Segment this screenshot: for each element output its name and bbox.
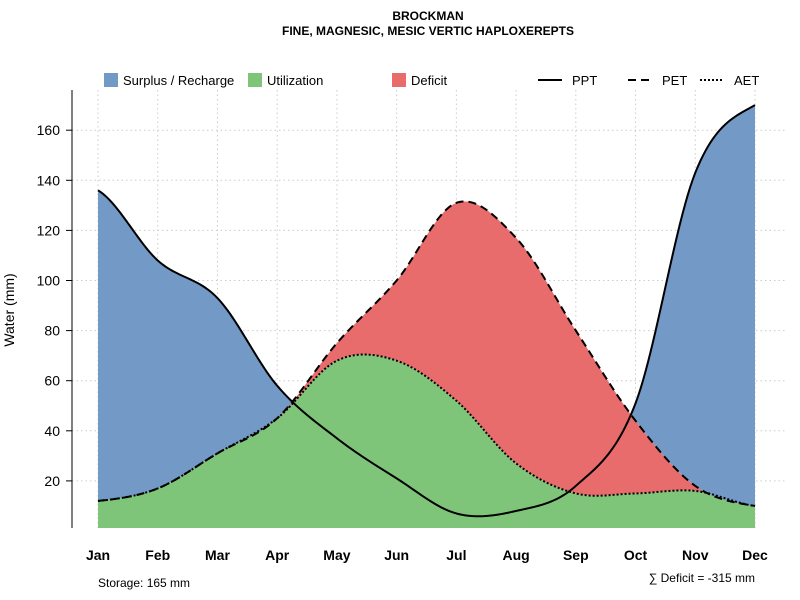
legend-label: Surplus / Recharge xyxy=(123,73,234,88)
y-tick-label: 20 xyxy=(44,473,60,489)
legend: Surplus / Recharge Utilization Deficit PPT P… xyxy=(104,73,759,88)
y-tick-label: 120 xyxy=(37,222,61,238)
x-tick-label: Nov xyxy=(682,547,709,563)
line-aet xyxy=(97,353,756,507)
y-axis-label: Water (mm) xyxy=(1,273,17,346)
y-tick-label: 40 xyxy=(44,423,60,439)
x-tick-label: Dec xyxy=(742,547,768,563)
y-tick-label: 100 xyxy=(37,273,61,289)
line-ppt xyxy=(97,104,756,518)
x-tick-label: Apr xyxy=(265,547,290,563)
deficit-note: ∑ Deficit = -315 mm xyxy=(649,571,755,585)
chart-areas xyxy=(98,105,755,528)
legend-label: Utilization xyxy=(267,73,323,88)
utilization-area xyxy=(98,354,755,528)
storage-note: Storage: 165 mm xyxy=(98,576,190,590)
legend-swatch xyxy=(104,73,118,87)
x-tick-label: May xyxy=(323,547,350,563)
surplus-area xyxy=(98,105,755,506)
y-ticks: 20 40 60 80 100 120 140 160 xyxy=(37,122,72,489)
legend-label: PET xyxy=(662,73,687,88)
x-tick-label: Jan xyxy=(86,547,110,563)
x-tick-label: Aug xyxy=(502,547,529,563)
x-ticks: Jan Feb Mar Apr May Jun Jul Aug Sep Oct Nov Dec xyxy=(86,547,768,563)
y-tick-label: 160 xyxy=(37,122,61,138)
legend-label: AET xyxy=(734,73,759,88)
x-tick-label: Sep xyxy=(563,547,589,563)
x-tick-label: Jul xyxy=(446,547,466,563)
line-pet xyxy=(97,200,756,507)
chart-subtitle: FINE, MAGNESIC, MESIC VERTIC HAPLOXEREPT… xyxy=(282,24,574,38)
chart-lines xyxy=(97,104,756,518)
legend-label: Deficit xyxy=(411,73,448,88)
chart-title: BROCKMAN xyxy=(392,9,463,23)
x-tick-label: Mar xyxy=(205,547,230,563)
y-tick-label: 80 xyxy=(44,323,60,339)
legend-swatch xyxy=(248,73,262,87)
legend-swatch xyxy=(392,73,406,87)
legend-label: PPT xyxy=(572,73,597,88)
y-tick-label: 140 xyxy=(37,172,61,188)
x-tick-label: Jun xyxy=(384,547,409,563)
y-tick-label: 60 xyxy=(44,373,60,389)
x-tick-label: Feb xyxy=(145,547,170,563)
x-tick-label: Oct xyxy=(624,547,648,563)
